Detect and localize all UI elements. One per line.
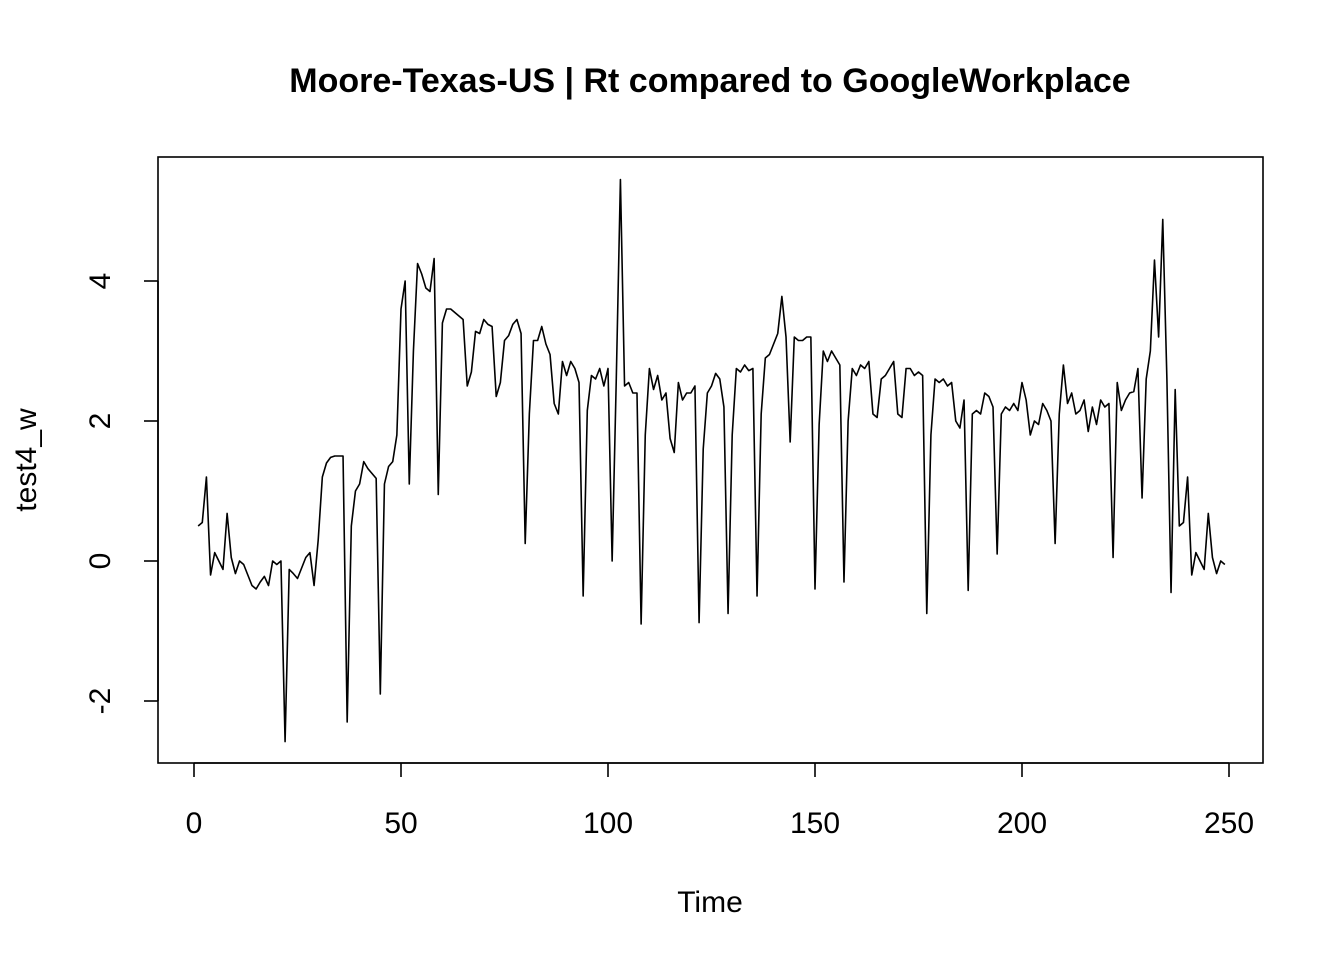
y-tick-label: 0 bbox=[84, 553, 117, 570]
series-line bbox=[197, 178, 1226, 743]
y-axis-label: test4_w bbox=[10, 408, 43, 512]
x-tick-label: 250 bbox=[1204, 807, 1254, 840]
x-axis-label: Time bbox=[677, 886, 743, 919]
x-tick-label: 0 bbox=[186, 807, 203, 840]
y-tick-label: -2 bbox=[84, 688, 117, 715]
x-axis: 0 50 100 150 200 250 bbox=[186, 762, 1254, 840]
x-tick-label: 200 bbox=[997, 807, 1047, 840]
x-tick-label: 150 bbox=[790, 807, 840, 840]
y-tick-label: 2 bbox=[84, 413, 117, 430]
y-axis: -2 0 2 4 bbox=[84, 273, 159, 715]
chart-title: Moore-Texas-US | Rt compared to GoogleWo… bbox=[289, 62, 1130, 100]
y-tick-label: 4 bbox=[84, 273, 117, 290]
x-tick-label: 50 bbox=[384, 807, 417, 840]
x-tick-label: 100 bbox=[583, 807, 633, 840]
